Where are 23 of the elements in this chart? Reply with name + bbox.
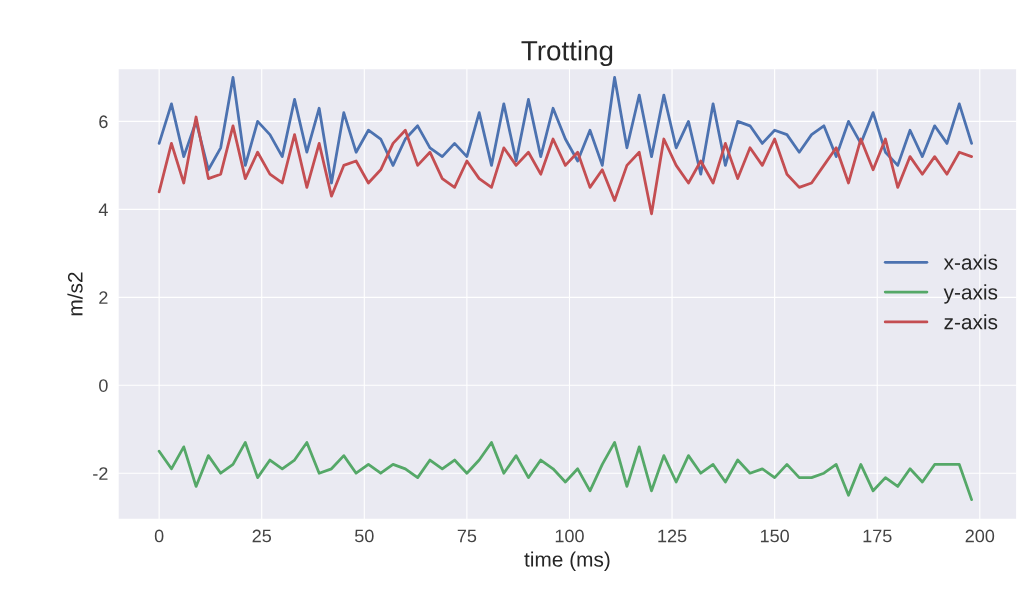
line-series bbox=[157, 115, 973, 216]
x-tick-label: 150 bbox=[760, 529, 789, 543]
y-tick-label: 2 bbox=[99, 291, 108, 304]
y-tick-label: 4 bbox=[98, 203, 108, 216]
y-tick-label: 6 bbox=[99, 115, 108, 129]
legend-label: x-axis bbox=[943, 254, 998, 270]
legend-label: y-axis bbox=[943, 284, 998, 304]
x-tick-label: 0 bbox=[154, 529, 164, 543]
line-series bbox=[157, 441, 973, 501]
x-tick-label: 25 bbox=[252, 529, 272, 543]
legend-label: z-axis bbox=[944, 314, 998, 330]
line-series bbox=[157, 76, 973, 185]
x-tick-label: 175 bbox=[863, 529, 892, 543]
x-tick-label: 125 bbox=[658, 529, 687, 543]
y-tick-label: 0 bbox=[99, 379, 108, 392]
x-tick-label: 200 bbox=[965, 529, 995, 543]
x-tick-label: 50 bbox=[354, 529, 374, 543]
y-tick-label: -2 bbox=[93, 467, 108, 480]
x-tick-label: 75 bbox=[457, 529, 477, 543]
x-axis-title: time (ms) bbox=[524, 551, 610, 571]
chart-title: Trotting bbox=[521, 40, 613, 67]
y-axis-title: m/s2 bbox=[67, 272, 83, 316]
x-tick-label: 100 bbox=[555, 529, 584, 543]
